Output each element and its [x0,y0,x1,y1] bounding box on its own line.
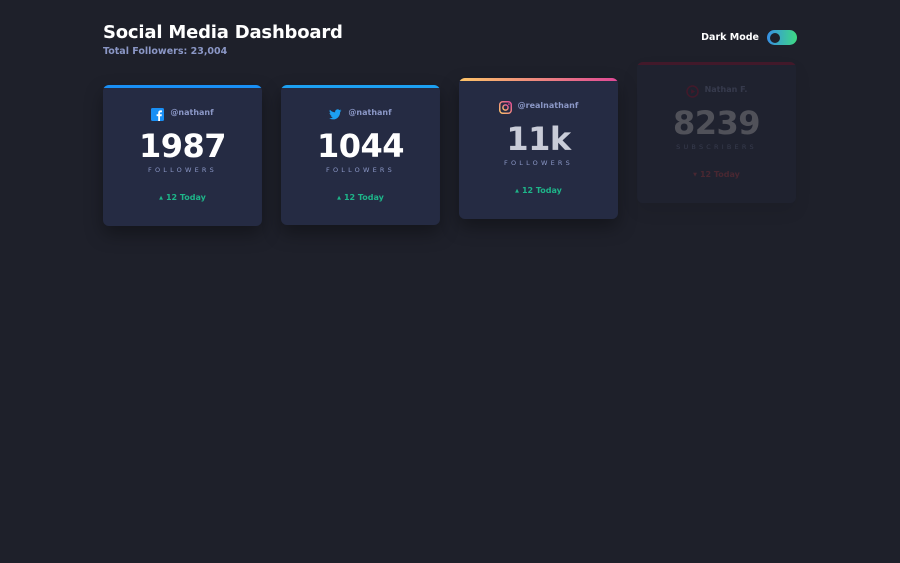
count-unit: FOLLOWERS [504,159,573,167]
total-followers: Total Followers: 23,004 [103,46,228,57]
card-accent-bar [103,85,262,88]
dark-mode-toggle-group: Dark Mode [701,30,797,45]
up-arrow-icon: ▲ [515,188,519,194]
card-handle: @realnathanf [517,100,579,110]
follower-count: 1987 [138,127,227,165]
count-unit: FOLLOWERS [326,166,395,174]
today-change-text: 12 Today [343,193,384,202]
toggle-knob[interactable] [770,32,780,43]
today-change: ▼ 12 Today [637,170,796,179]
follower-count: 11k [506,120,571,158]
today-change: ▲ 12 Today [459,186,618,195]
facebook-card[interactable]: @nathanf 1987 FOLLOWERS ▲ 12 Today [103,85,262,226]
facebook-icon [151,106,165,121]
down-arrow-icon: ▼ [693,172,697,178]
up-arrow-icon: ▲ [337,195,341,201]
card-handle: Nathan F. [704,84,748,94]
twitter-icon [329,106,342,119]
card-accent-bar [637,62,796,65]
card-handle: @nathanf [170,107,214,117]
instagram-card[interactable]: @realnathanf 11k FOLLOWERS ▲ 12 Today [459,78,618,219]
youtube-card[interactable]: Nathan F. 8239 SUBSCRIBERS ▼ 12 Today [637,62,796,203]
today-change: ▲ 12 Today [281,193,440,202]
subscriber-count: 8239 [672,104,761,142]
follower-count: 1044 [316,127,405,165]
twitter-card[interactable]: @nathanf 1044 FOLLOWERS ▲ 12 Today [281,85,440,225]
today-change-text: 12 Today [699,170,740,179]
card-handle: @nathanf [348,107,392,117]
today-change-text: 12 Today [521,186,562,195]
card-accent-bar [459,78,618,81]
count-unit: SUBSCRIBERS [676,143,757,151]
youtube-icon [685,83,699,98]
card-accent-bar [281,85,440,88]
today-change: ▲ 12 Today [103,193,262,202]
dark-mode-toggle[interactable] [767,30,797,45]
page-title: Social Media Dashboard [103,22,343,43]
dark-mode-label: Dark Mode [701,32,759,43]
today-change-text: 12 Today [165,193,206,202]
count-unit: FOLLOWERS [148,166,217,174]
dashboard-header: Social Media Dashboard Total Followers: … [103,22,343,57]
instagram-icon [498,99,512,114]
up-arrow-icon: ▲ [159,195,163,201]
